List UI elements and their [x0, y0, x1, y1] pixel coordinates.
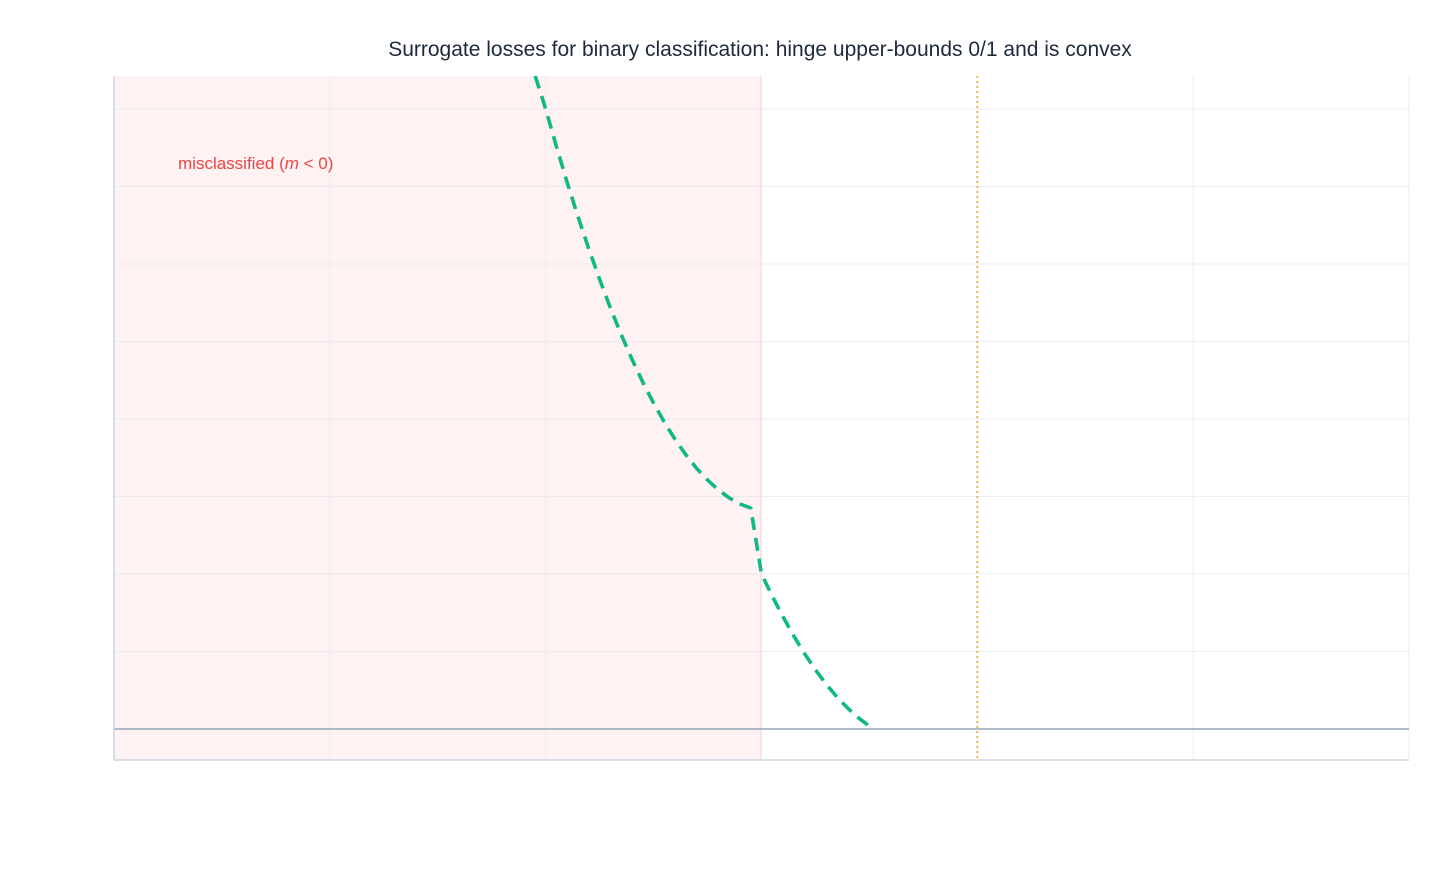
gridlines [114, 76, 1410, 760]
misclassified-region [114, 76, 761, 760]
misclassified-label: misclassified (m < 0) [178, 154, 333, 173]
chart-title: Surrogate losses for binary classificati… [388, 38, 1132, 61]
